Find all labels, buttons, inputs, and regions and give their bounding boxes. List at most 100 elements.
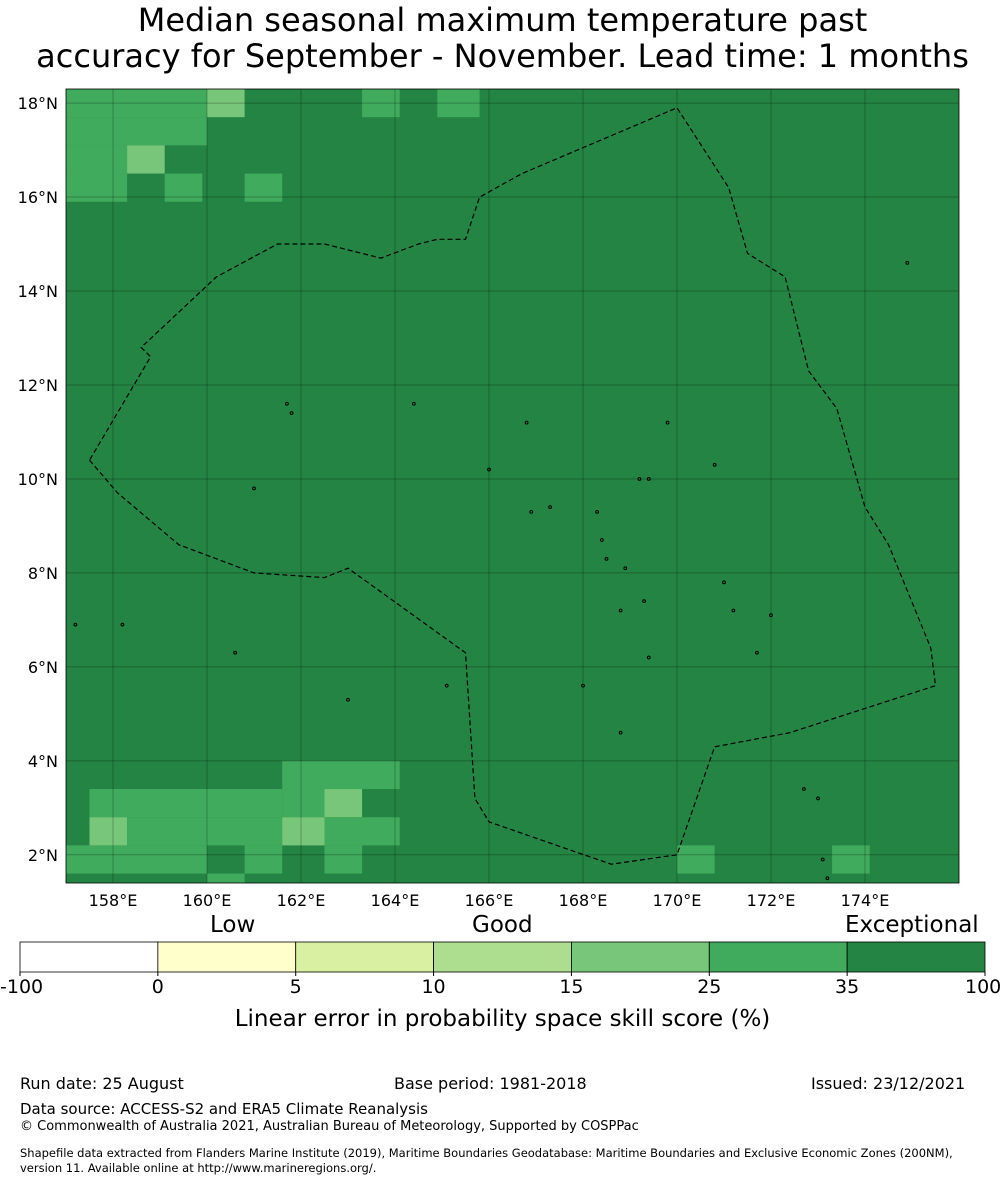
colorbar-tick-label: 25 bbox=[697, 976, 722, 998]
latitude-tick-label: 14°N bbox=[18, 282, 58, 301]
longitude-tick-label: 166°E bbox=[465, 891, 514, 910]
skill-cell bbox=[324, 789, 363, 818]
latitude-tick-label: 6°N bbox=[28, 658, 58, 677]
island-outline bbox=[524, 420, 529, 425]
island-outline bbox=[604, 556, 609, 561]
colorbar-segment bbox=[846, 941, 986, 973]
island-outline bbox=[444, 683, 449, 688]
island-outline bbox=[665, 420, 670, 425]
graticule bbox=[66, 89, 959, 883]
issued-date: Issued: 23/12/2021 bbox=[811, 1074, 966, 1093]
shapefile-credit-line-1: Shapefile data extracted from Flanders M… bbox=[20, 1146, 953, 1160]
island-outline bbox=[646, 477, 651, 481]
island-outline bbox=[289, 411, 294, 416]
skill-cell bbox=[244, 173, 283, 202]
colorbar-segment bbox=[295, 941, 434, 973]
colorbar-segment bbox=[19, 941, 159, 973]
skill-cell bbox=[282, 817, 325, 846]
skill-cell bbox=[244, 845, 283, 874]
island-outline bbox=[816, 796, 820, 801]
colorbar-tick-label: 5 bbox=[289, 976, 302, 998]
longitude-tick-label: 160°E bbox=[183, 891, 232, 910]
data-source: Data source: ACCESS-S2 and ERA5 Climate … bbox=[20, 1100, 428, 1118]
skill-cell bbox=[66, 89, 207, 118]
skill-cell bbox=[127, 145, 165, 174]
longitude-tick-label: 162°E bbox=[277, 891, 326, 910]
latitude-ticks: 18°N 16°N 14°N 12°N 10°N 8°N 6°N 4°N 2°N bbox=[18, 94, 58, 865]
skill-cell bbox=[89, 817, 128, 846]
latitude-tick-label: 2°N bbox=[28, 846, 58, 865]
skill-cell bbox=[164, 173, 203, 202]
skill-cell bbox=[282, 760, 400, 790]
skill-cell bbox=[66, 173, 128, 202]
longitude-tick-label: 164°E bbox=[371, 891, 420, 910]
island-outline bbox=[722, 580, 726, 585]
skill-cell bbox=[677, 845, 715, 874]
base-period: Base period: 1981-2018 bbox=[394, 1074, 587, 1093]
island-outline bbox=[618, 608, 623, 613]
coastlines bbox=[73, 260, 910, 881]
colorbar-tick-label: 10 bbox=[421, 976, 446, 998]
skill-cell bbox=[437, 89, 480, 118]
title-line-1: Median seasonal maximum temperature past bbox=[137, 1, 868, 39]
island-outline bbox=[599, 538, 604, 542]
island-outline bbox=[802, 787, 806, 791]
island-outline bbox=[581, 683, 585, 688]
island-outline bbox=[120, 622, 125, 627]
island-outline bbox=[755, 650, 759, 655]
island-outline bbox=[905, 260, 910, 265]
skill-cell bbox=[832, 845, 870, 874]
longitude-tick-label: 174°E bbox=[841, 891, 890, 910]
colorbar-segment bbox=[571, 941, 710, 973]
latitude-tick-label: 12°N bbox=[18, 376, 58, 395]
island-outline bbox=[769, 613, 773, 618]
eez-boundary bbox=[88, 107, 937, 865]
colorbar-tick-label: 100 bbox=[965, 976, 1002, 998]
colorbar-tick-label: 15 bbox=[559, 976, 584, 998]
island-outline bbox=[411, 401, 416, 406]
island-outline bbox=[487, 467, 491, 472]
island-outline bbox=[820, 857, 825, 862]
island-outline bbox=[73, 622, 78, 627]
skill-cell bbox=[282, 789, 325, 818]
skill-cell bbox=[89, 789, 283, 818]
island-outline bbox=[548, 505, 552, 510]
colorbar-category-good: Good bbox=[472, 912, 533, 938]
title-line-2: accuracy for September - November. Lead … bbox=[36, 37, 969, 75]
island-outline bbox=[252, 486, 256, 491]
colorbar-tick-label: 0 bbox=[151, 976, 164, 998]
island-outline bbox=[646, 655, 651, 660]
longitude-ticks: 158°E 160°E 162°E 164°E 166°E 168°E 170°E 172°E… bbox=[89, 891, 890, 910]
island-outline bbox=[642, 599, 646, 604]
skill-cell bbox=[362, 89, 400, 118]
colorbar-category-low: Low bbox=[210, 912, 256, 938]
island-outline bbox=[637, 477, 642, 481]
longitude-tick-label: 170°E bbox=[653, 891, 702, 910]
latitude-tick-label: 16°N bbox=[18, 188, 58, 207]
colorbar bbox=[19, 941, 986, 976]
island-outline bbox=[595, 509, 599, 514]
skill-grid bbox=[66, 89, 870, 883]
colorbar-tick-label: -100 bbox=[0, 976, 44, 998]
island-outline bbox=[529, 509, 534, 514]
latitude-tick-label: 10°N bbox=[18, 470, 58, 489]
island-outline bbox=[623, 566, 628, 571]
island-outline bbox=[712, 462, 717, 467]
island-outline bbox=[346, 697, 350, 702]
skill-cell bbox=[324, 817, 400, 846]
colorbar-segment bbox=[708, 941, 848, 973]
latitude-tick-label: 18°N bbox=[18, 94, 58, 113]
island-outline bbox=[285, 401, 289, 406]
skill-cell bbox=[207, 89, 245, 118]
map-figure: 158°E 160°E 162°E 164°E 166°E 168°E 170°E 172°E… bbox=[18, 88, 986, 976]
skill-cell bbox=[127, 817, 283, 846]
colorbar-category-exceptional: Exceptional bbox=[845, 912, 979, 938]
skill-cell bbox=[66, 145, 128, 174]
shapefile-credit-line-2: version 11. Available online at http://w… bbox=[20, 1161, 377, 1175]
island-outline bbox=[731, 608, 736, 613]
run-date: Run date: 25 August bbox=[20, 1074, 184, 1093]
island-outline bbox=[825, 876, 830, 881]
map-background bbox=[66, 89, 959, 883]
map-frame bbox=[65, 88, 960, 884]
colorbar-tick-label: 35 bbox=[835, 976, 860, 998]
